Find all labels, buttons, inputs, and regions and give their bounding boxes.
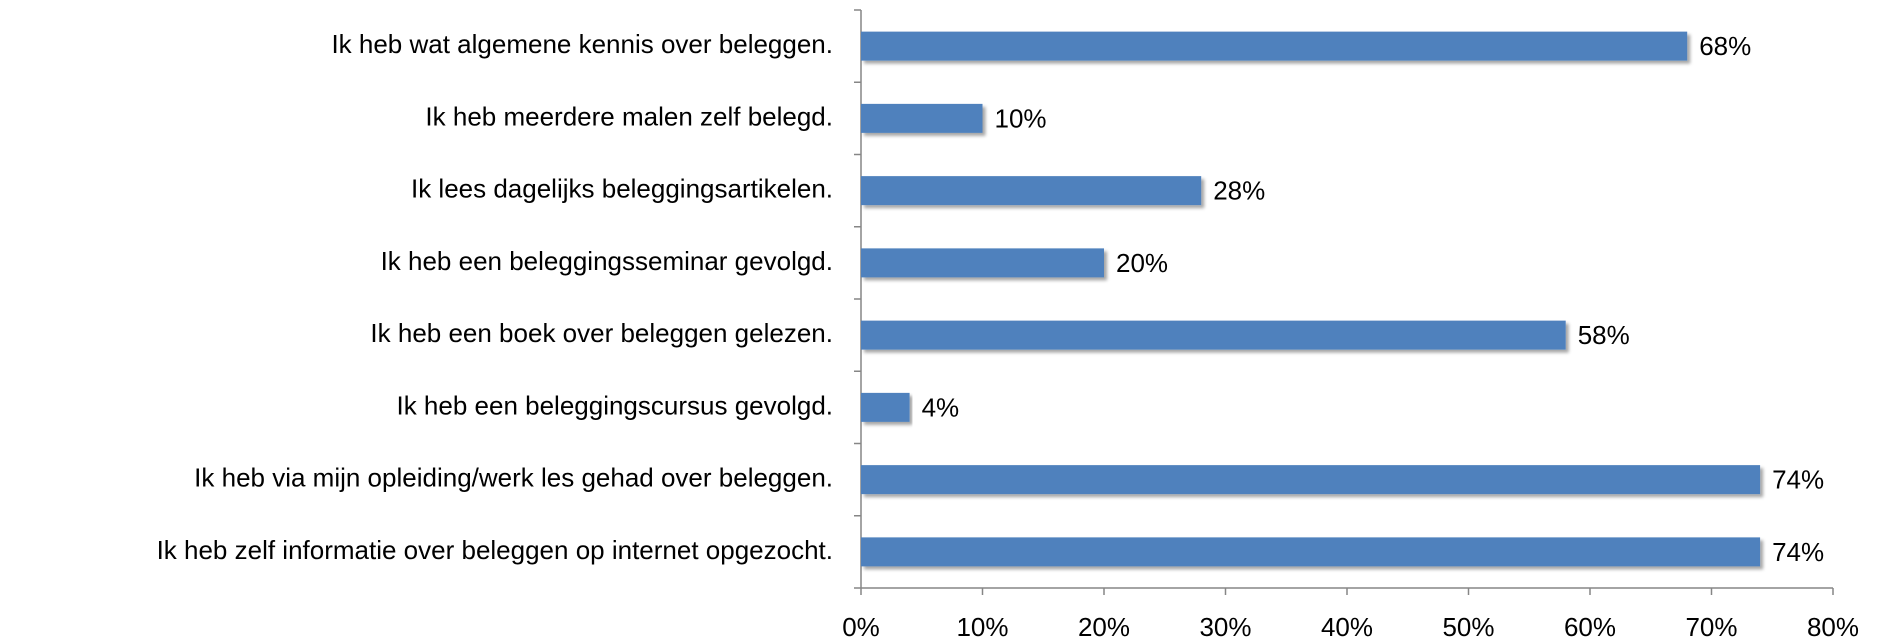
bar [861, 103, 983, 133]
y-tick-label: Ik lees dagelijks beleggingsartikelen. [411, 174, 833, 204]
x-tick-label: 80% [1807, 612, 1859, 642]
x-tick-label: 40% [1321, 612, 1373, 642]
y-tick-label: Ik heb wat algemene kennis over beleggen… [331, 29, 833, 59]
y-tick-label: Ik heb een beleggingsseminar gevolgd. [381, 246, 833, 276]
bar [861, 537, 1761, 567]
value-label: 4% [922, 392, 960, 422]
x-tick-label: 0% [842, 612, 880, 642]
y-tick-label: Ik heb meerdere malen zelf belegd. [425, 101, 833, 131]
x-tick-label: 70% [1685, 612, 1737, 642]
bar [861, 465, 1761, 495]
value-label: 74% [1772, 537, 1824, 567]
value-label: 68% [1699, 31, 1751, 61]
x-tick-label: 20% [1078, 612, 1130, 642]
value-label: 20% [1116, 248, 1168, 278]
y-tick-label: Ik heb een boek over beleggen gelezen. [370, 318, 833, 348]
bar [861, 31, 1688, 61]
value-label: 74% [1772, 465, 1824, 495]
x-tick-label: 60% [1564, 612, 1616, 642]
value-label: 28% [1213, 176, 1265, 206]
bar [861, 176, 1202, 206]
value-label: 58% [1578, 320, 1630, 350]
x-tick-label: 30% [1199, 612, 1251, 642]
bar [861, 248, 1104, 278]
x-tick-label: 50% [1442, 612, 1494, 642]
x-tick-label: 10% [956, 612, 1008, 642]
bar [861, 320, 1566, 350]
y-tick-label: Ik heb een beleggingscursus gevolgd. [396, 390, 833, 420]
y-tick-label: Ik heb zelf informatie over beleggen op … [157, 535, 833, 565]
value-label: 10% [995, 103, 1047, 133]
y-tick-label: Ik heb via mijn opleiding/werk les gehad… [194, 463, 833, 493]
bar [861, 392, 910, 422]
